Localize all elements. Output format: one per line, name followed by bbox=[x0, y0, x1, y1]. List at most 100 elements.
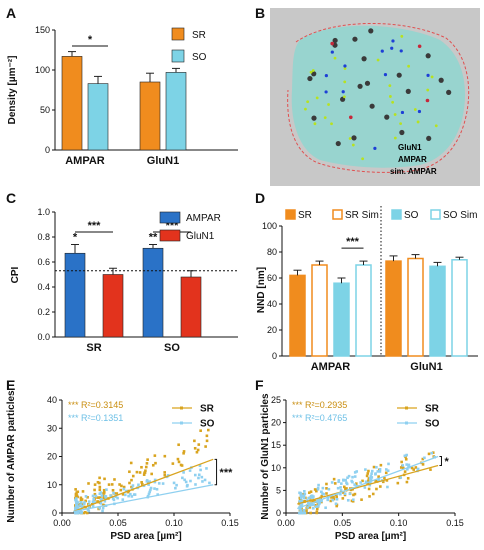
legend-marker-e bbox=[180, 421, 183, 425]
legend-label-e: SR bbox=[200, 404, 215, 415]
data-point-e-so bbox=[87, 509, 91, 513]
micrograph-label-sim: sim. AMPAR bbox=[390, 167, 437, 176]
sim-ampar-marker bbox=[315, 96, 319, 100]
data-point-e-so bbox=[125, 489, 128, 493]
data-point-e-so bbox=[101, 506, 105, 510]
data-point-e-so bbox=[91, 494, 95, 498]
data-point-e-sr bbox=[145, 462, 149, 465]
data-point-f-so bbox=[317, 505, 320, 508]
data-point-f-sr bbox=[350, 499, 354, 503]
data-point-e-sr bbox=[182, 451, 185, 455]
sim-ampar-marker bbox=[393, 136, 397, 140]
data-point-f-sr bbox=[414, 466, 418, 469]
data-point-e-sr bbox=[135, 470, 139, 474]
data-point-e-sr bbox=[193, 439, 196, 443]
bar-d-so-ampar bbox=[333, 282, 350, 357]
data-point-e-so bbox=[74, 499, 78, 502]
significance-label-f: * bbox=[444, 456, 449, 468]
significance-mark-c: * bbox=[73, 232, 78, 244]
panel-label-d: D bbox=[255, 190, 265, 206]
data-point-e-so bbox=[199, 468, 202, 472]
significance-bracket-e bbox=[214, 458, 218, 486]
sim-ampar-marker bbox=[388, 95, 392, 98]
micrograph-label-ampar: AMPAR bbox=[398, 155, 427, 164]
data-point-e-so bbox=[91, 505, 95, 508]
data-point-f-so bbox=[307, 496, 310, 500]
data-point-f-so bbox=[369, 478, 373, 482]
legend-label-d: SR bbox=[298, 210, 312, 221]
data-point-f-sr bbox=[385, 479, 389, 482]
data-point-e-so bbox=[175, 483, 178, 487]
data-point-f-sr bbox=[306, 504, 309, 507]
data-point-f-sr bbox=[421, 457, 425, 461]
data-point-e-so bbox=[94, 494, 98, 498]
bar-d-sr-ampar bbox=[289, 274, 306, 357]
data-point-e-sr bbox=[130, 485, 133, 489]
gold-particle bbox=[335, 140, 341, 147]
ampar-marker bbox=[417, 109, 422, 114]
data-point-e-sr bbox=[120, 484, 123, 488]
data-point-f-so bbox=[306, 506, 309, 509]
bar-d-so-glun1 bbox=[429, 265, 446, 357]
data-point-f-so bbox=[387, 462, 390, 466]
ampar-marker bbox=[390, 46, 394, 50]
gold-particle bbox=[425, 53, 431, 59]
data-point-e-sr bbox=[98, 481, 101, 485]
data-point-f-sr bbox=[353, 492, 357, 496]
data-point-f-so bbox=[346, 499, 350, 502]
sim-ampar-marker bbox=[343, 67, 347, 70]
data-point-f-sr bbox=[383, 476, 386, 480]
data-point-f-so bbox=[310, 494, 314, 498]
y-tick-label-f: 25 bbox=[271, 395, 281, 405]
data-point-e-so bbox=[148, 480, 151, 483]
data-point-f-sr bbox=[352, 493, 355, 497]
data-point-f-sr bbox=[412, 468, 416, 471]
significance-mark-c: ** bbox=[149, 232, 158, 244]
data-point-e-sr bbox=[84, 499, 87, 503]
data-point-e-sr bbox=[151, 463, 155, 467]
data-point-e-sr bbox=[150, 472, 153, 476]
data-point-f-sr bbox=[374, 479, 377, 483]
significance-label-a: * bbox=[88, 34, 93, 46]
data-point-e-so bbox=[74, 511, 78, 515]
sim-ampar-marker bbox=[434, 124, 438, 128]
gold-particle bbox=[438, 77, 444, 83]
data-point-e-so bbox=[153, 478, 157, 482]
data-point-e-so bbox=[194, 483, 197, 486]
data-point-f-so bbox=[347, 474, 351, 478]
legend-swatch-d bbox=[332, 209, 343, 220]
sim-ampar-marker bbox=[309, 70, 313, 74]
legend-marker-f bbox=[405, 421, 408, 425]
data-point-f-so bbox=[351, 475, 354, 479]
gold-particle bbox=[426, 135, 432, 142]
data-point-e-sr bbox=[82, 511, 86, 515]
data-point-e-sr bbox=[163, 454, 167, 458]
data-point-e-sr bbox=[99, 496, 102, 499]
data-point-f-sr bbox=[384, 471, 388, 475]
bar-c-glun1-so bbox=[180, 276, 202, 338]
significance-label-d: *** bbox=[346, 236, 360, 248]
micrograph-b: GluN1 AMPAR sim. AMPAR bbox=[270, 8, 480, 186]
data-point-f-sr bbox=[400, 460, 403, 464]
gold-particle bbox=[361, 56, 367, 62]
significance-label-c: *** bbox=[88, 220, 102, 232]
data-point-f-so bbox=[375, 465, 378, 469]
y-tick-label-c: 0.2 bbox=[37, 307, 50, 317]
legend-swatch-d bbox=[285, 209, 296, 220]
data-point-f-sr bbox=[320, 494, 324, 498]
data-point-e-so bbox=[197, 476, 200, 480]
data-point-e-so bbox=[103, 499, 107, 503]
data-point-e-sr bbox=[163, 471, 166, 474]
data-point-e-sr bbox=[81, 490, 85, 493]
category-label-a: GluN1 bbox=[147, 155, 179, 167]
data-point-f-so bbox=[309, 502, 313, 506]
legend-label-f: SO bbox=[425, 419, 440, 430]
data-point-f-so bbox=[369, 481, 372, 484]
r2-label-f-sr: *** R²=0.2935 bbox=[292, 400, 347, 410]
data-point-e-so bbox=[153, 487, 156, 490]
y-tick-label-c: 0.8 bbox=[37, 232, 50, 242]
data-point-e-so bbox=[75, 504, 79, 507]
data-point-f-sr bbox=[332, 495, 335, 499]
data-point-f-so bbox=[319, 490, 323, 494]
data-point-f-sr bbox=[406, 477, 410, 480]
